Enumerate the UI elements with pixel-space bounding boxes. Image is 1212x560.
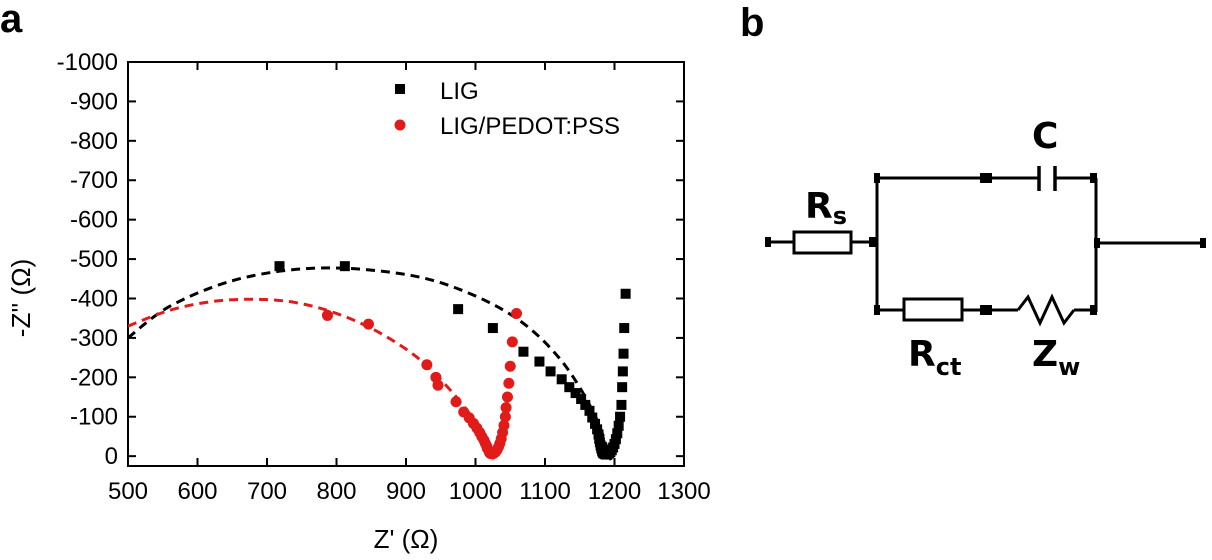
resistor-rs bbox=[792, 230, 853, 255]
data-point-lig bbox=[545, 366, 556, 377]
x-tick-label: 800 bbox=[316, 478, 356, 505]
data-point-lig bbox=[584, 405, 595, 416]
node-bottom-mid bbox=[980, 305, 992, 315]
label-rct: Rct bbox=[908, 334, 961, 381]
y-axis-title: -Z'' (Ω) bbox=[6, 259, 36, 337]
y-axis: -1000-900-800-700-600-500-400-300-200-10… bbox=[57, 49, 684, 470]
data-point-lig bbox=[339, 261, 350, 272]
data-point-lig-pedot-pss bbox=[500, 402, 512, 414]
y-tick-label: -1000 bbox=[57, 49, 118, 76]
data-point-lig bbox=[534, 356, 545, 367]
data-point-lig bbox=[453, 304, 464, 315]
node-bottom-left bbox=[874, 305, 880, 315]
legend-marker-lig bbox=[395, 84, 405, 94]
y-tick-label: -900 bbox=[70, 88, 118, 115]
nyquist-chart: 500 600 700 800 900 1000 1100 1200 1300 -1000-90… bbox=[6, 49, 711, 554]
data-point-lig-pedot-pss bbox=[421, 359, 433, 371]
x-tick-label: 700 bbox=[247, 478, 287, 505]
data-point-lig bbox=[518, 346, 529, 357]
data-point-lig bbox=[615, 411, 626, 422]
equivalent-circuit: Rs C Rct Zw bbox=[765, 116, 1206, 381]
data-point-lig-pedot-pss bbox=[511, 307, 523, 319]
x-axis-title: Z' (Ω) bbox=[374, 524, 439, 554]
y-tick-label: -800 bbox=[70, 128, 118, 155]
x-tick-label: 600 bbox=[177, 478, 217, 505]
x-tick-label: 1100 bbox=[519, 478, 571, 505]
data-point-lig bbox=[590, 418, 601, 429]
y-tick-label: -700 bbox=[70, 167, 118, 194]
terminal-left bbox=[765, 237, 771, 247]
node-top-mid bbox=[980, 173, 992, 183]
data-point-lig bbox=[587, 412, 598, 423]
data-point-lig bbox=[618, 348, 629, 359]
legend-marker-lig-pedot-pss bbox=[394, 119, 406, 131]
data-point-lig-pedot-pss bbox=[321, 309, 333, 321]
data-point-lig bbox=[570, 388, 581, 399]
data-point-lig bbox=[576, 393, 587, 404]
panel-label-b: b bbox=[740, 1, 764, 45]
data-point-lig bbox=[613, 420, 624, 431]
resistor-rct bbox=[902, 297, 964, 322]
data-point-lig bbox=[616, 399, 627, 410]
fit-curve bbox=[128, 266, 613, 461]
y-tick-label: -300 bbox=[70, 325, 118, 352]
data-point-lig-pedot-pss bbox=[506, 336, 518, 348]
x-axis: 500 600 700 800 900 1000 1100 1200 1300 bbox=[108, 62, 711, 505]
y-tick-label: 0 bbox=[105, 443, 118, 470]
legend-label-lig-pedot-pss: LIG/PEDOT:PSS bbox=[440, 113, 620, 140]
data-point-lig bbox=[617, 382, 628, 393]
node-right bbox=[1094, 238, 1100, 248]
legend-label-lig: LIG bbox=[440, 78, 479, 105]
data-point-lig bbox=[487, 323, 498, 334]
x-tick-label: 1300 bbox=[657, 478, 710, 505]
panel-label-a: a bbox=[0, 0, 23, 41]
node-top-left bbox=[874, 173, 880, 183]
data-point-lig bbox=[274, 261, 285, 272]
data-point-lig bbox=[580, 399, 591, 410]
label-c: C bbox=[1032, 116, 1058, 157]
x-tick-label: 500 bbox=[108, 478, 148, 505]
data-point-lig bbox=[612, 428, 623, 439]
x-tick-label: 1000 bbox=[449, 478, 502, 505]
warburg-element bbox=[1016, 293, 1076, 327]
x-tick-label: 900 bbox=[386, 478, 426, 505]
data-point-lig-pedot-pss bbox=[450, 396, 462, 408]
data-point-lig bbox=[556, 374, 567, 385]
terminal-right bbox=[1200, 238, 1206, 248]
data-point-lig-pedot-pss bbox=[504, 360, 516, 372]
data-point-lig bbox=[564, 382, 575, 393]
y-tick-label: -100 bbox=[70, 404, 118, 431]
data-point-lig bbox=[619, 323, 630, 334]
label-rs: Rs bbox=[805, 186, 847, 230]
data-point-lig bbox=[610, 434, 621, 445]
data-point-lig-pedot-pss bbox=[503, 377, 515, 389]
data-point-lig bbox=[620, 288, 631, 299]
label-zw: Zw bbox=[1032, 334, 1080, 381]
x-tick-label: 1200 bbox=[588, 478, 641, 505]
node-bottom-right bbox=[1090, 305, 1097, 315]
legend: LIG LIG/PEDOT:PSS bbox=[394, 78, 620, 140]
node-left bbox=[869, 237, 876, 247]
data-point-lig bbox=[617, 366, 628, 377]
data-point-lig-pedot-pss bbox=[498, 419, 510, 431]
y-tick-label: -600 bbox=[70, 207, 118, 234]
y-tick-label: -500 bbox=[70, 246, 118, 273]
y-tick-label: -200 bbox=[70, 364, 118, 391]
data-point-lig bbox=[592, 424, 603, 435]
data-point-lig-pedot-pss bbox=[499, 411, 511, 423]
node-top-right bbox=[1090, 173, 1097, 183]
y-tick-label: -400 bbox=[70, 285, 118, 312]
data-point-lig-pedot-pss bbox=[501, 391, 513, 403]
data-point-lig-pedot-pss bbox=[432, 379, 444, 391]
data-point-lig-pedot-pss bbox=[362, 318, 374, 330]
data-points bbox=[274, 261, 631, 460]
